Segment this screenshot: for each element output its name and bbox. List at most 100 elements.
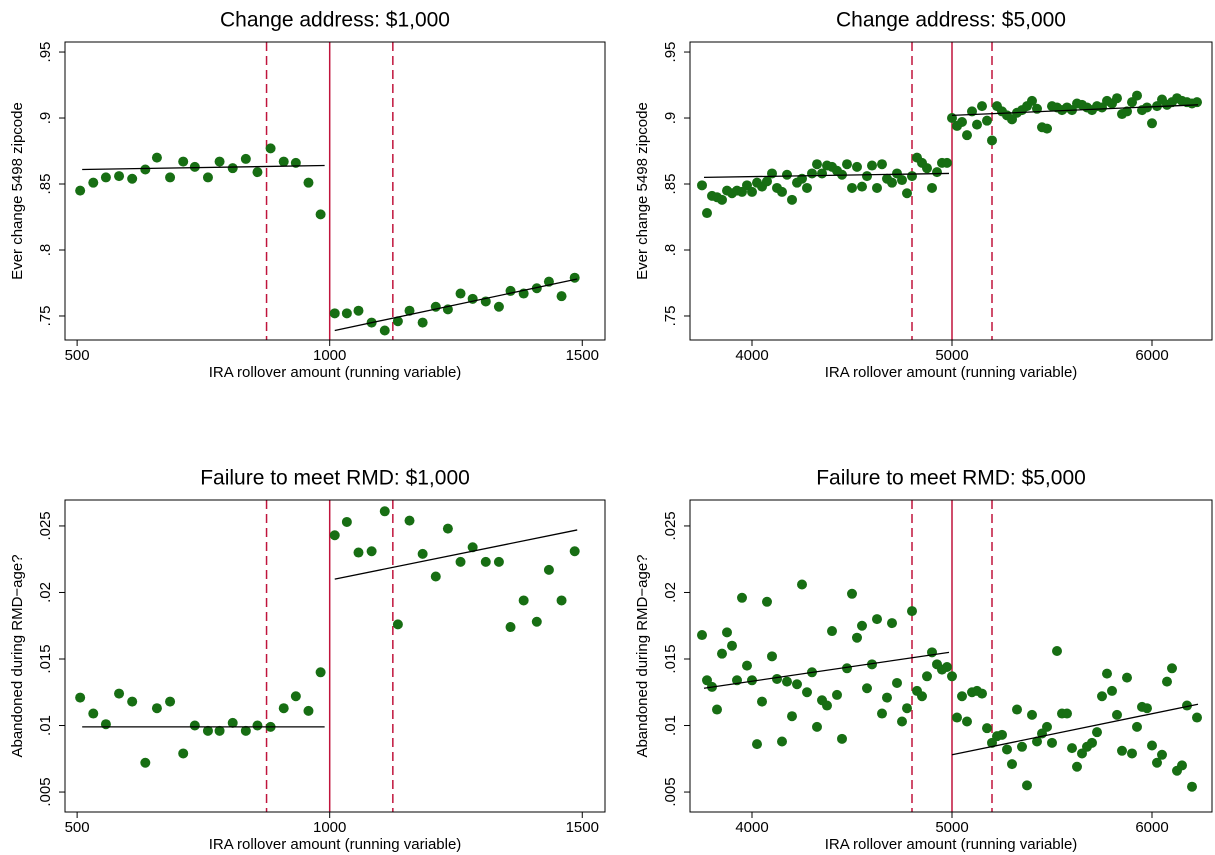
x-tick-label: 5000 (935, 819, 968, 836)
data-point (962, 130, 972, 141)
data-point (982, 115, 992, 126)
y-tick-label: .005 (37, 777, 54, 806)
data-point (847, 588, 857, 599)
data-point (987, 135, 997, 146)
data-point (852, 632, 862, 643)
data-point (747, 675, 757, 686)
data-point (727, 640, 737, 651)
data-point (787, 711, 797, 722)
data-point (957, 691, 967, 702)
fit-line (703, 172, 950, 179)
y-tick-label: .9 (37, 112, 54, 125)
y-tick-label: .01 (37, 715, 54, 736)
data-point (455, 288, 466, 299)
data-point (75, 185, 86, 196)
data-point (189, 720, 200, 731)
data-point (782, 676, 792, 687)
data-point (982, 723, 992, 734)
data-point (922, 163, 932, 174)
data-point (932, 167, 942, 178)
plot-frame (689, 499, 1213, 813)
data-point (772, 673, 782, 684)
panel-title: Change address: $1,000 (220, 9, 450, 32)
data-point (100, 719, 111, 730)
data-point (1117, 745, 1127, 756)
data-point (1142, 703, 1152, 714)
data-point (531, 616, 542, 627)
data-point (392, 316, 403, 327)
data-point (189, 161, 200, 172)
data-point (114, 171, 125, 182)
panel: Change address: $1,000 IRA rollover amoun… (9, 9, 606, 381)
data-point (812, 721, 822, 732)
panel: Failure to meet RMD: $5,000 IRA rollover … (634, 467, 1213, 853)
data-point (777, 186, 787, 197)
data-point (887, 177, 897, 188)
x-tick-label: 500 (65, 347, 90, 364)
data-point (1167, 663, 1177, 674)
fit-line (82, 164, 325, 171)
data-point (847, 182, 857, 193)
data-point (265, 143, 276, 154)
data-point (962, 716, 972, 727)
data-point (757, 696, 767, 707)
data-point (151, 703, 162, 714)
data-point (417, 548, 428, 559)
data-point (556, 291, 567, 302)
data-point (1027, 95, 1037, 106)
data-point (857, 181, 867, 192)
data-point (942, 661, 952, 672)
data-point (802, 687, 812, 698)
data-point (480, 556, 491, 567)
y-tick-label: .75 (37, 306, 54, 327)
data-point (762, 176, 772, 187)
data-point (341, 308, 352, 319)
data-point (140, 757, 151, 768)
data-point (404, 305, 415, 316)
data-point (1112, 93, 1122, 104)
data-point (897, 175, 907, 186)
data-point (290, 691, 301, 702)
y-tick-label: .01 (662, 715, 679, 736)
data-point (493, 556, 504, 567)
fit-line (951, 104, 1199, 117)
y-tick-label: .025 (37, 511, 54, 540)
data-point (329, 308, 340, 319)
data-point (997, 729, 1007, 740)
plot-frame (64, 41, 606, 341)
data-point (114, 688, 125, 699)
data-point (782, 169, 792, 180)
x-tick-label: 6000 (1135, 347, 1168, 364)
panel-title: Change address: $5,000 (836, 9, 1066, 32)
data-point (862, 683, 872, 694)
data-point (303, 177, 314, 188)
data-point (315, 667, 326, 678)
data-point (1177, 760, 1187, 771)
data-point (947, 671, 957, 682)
data-point (832, 689, 842, 700)
data-point (907, 171, 917, 182)
data-point (922, 671, 932, 682)
data-point (379, 325, 390, 336)
data-point (1042, 123, 1052, 134)
data-point (1107, 685, 1117, 696)
data-point (747, 186, 757, 197)
data-point (1097, 691, 1107, 702)
y-tick-label: .005 (662, 777, 679, 806)
x-tick-label: 1000 (313, 819, 346, 836)
data-point (892, 677, 902, 688)
data-point (842, 159, 852, 170)
data-point (88, 177, 99, 188)
data-point (278, 703, 289, 714)
data-point (569, 546, 580, 557)
y-tick-label: .015 (662, 644, 679, 673)
data-point (1052, 646, 1062, 657)
data-point (877, 708, 887, 719)
data-point (1132, 90, 1142, 101)
plot-frame (64, 499, 606, 813)
data-point (702, 208, 712, 219)
data-point (417, 317, 428, 328)
data-point (927, 182, 937, 193)
data-point (1152, 757, 1162, 768)
